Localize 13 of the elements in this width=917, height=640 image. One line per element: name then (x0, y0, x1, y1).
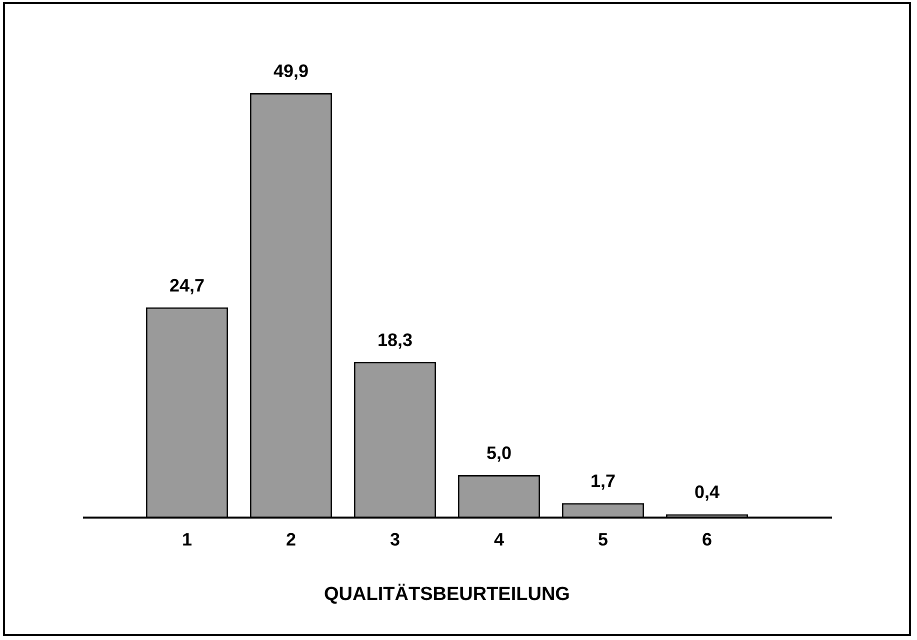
x-tick-label: 1 (182, 529, 192, 550)
data-label: 49,9 (273, 60, 309, 81)
x-tick-label: 5 (598, 529, 608, 550)
data-label: 5,0 (486, 443, 512, 464)
data-label: 24,7 (169, 275, 205, 296)
x-tick-label: 2 (286, 529, 296, 550)
data-label: 18,3 (377, 330, 413, 350)
x-tick-label: 6 (702, 529, 712, 550)
x-axis-title: QUALITÄTSBEURTEILUNG (324, 582, 570, 605)
x-tick-label: 4 (494, 529, 504, 550)
data-label: 1,7 (590, 471, 616, 492)
x-tick-label: 3 (390, 529, 400, 550)
data-label: 0,4 (694, 482, 720, 502)
